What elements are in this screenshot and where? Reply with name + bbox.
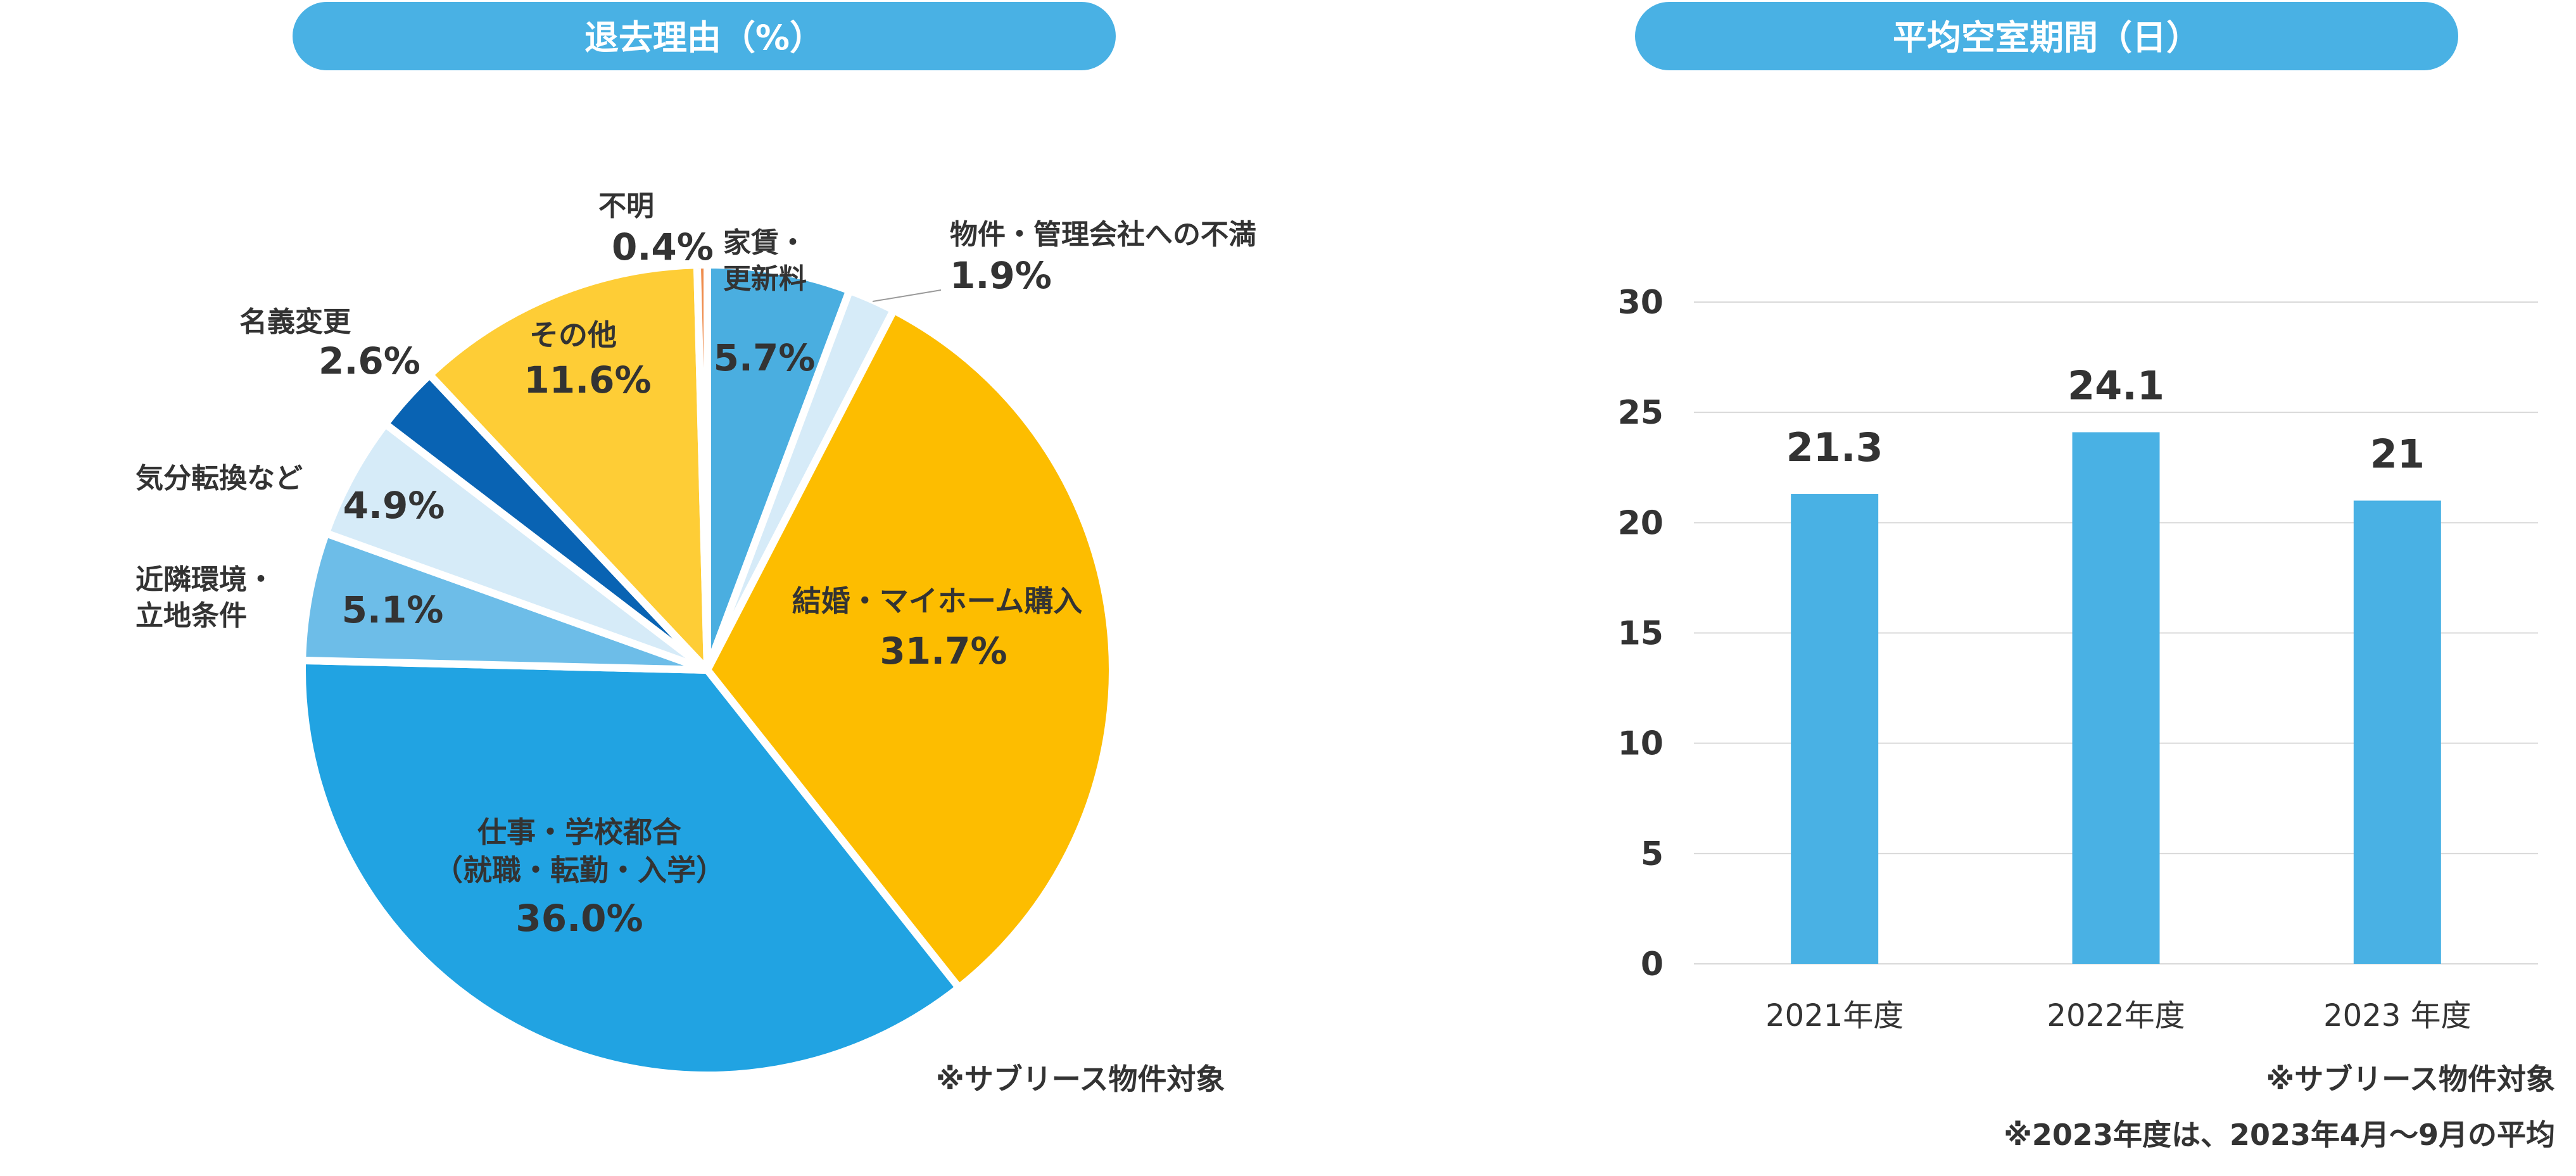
pie-slice-label: 結婚・マイホーム購入 xyxy=(792,584,1083,618)
bar-y-tick-label: 25 xyxy=(1618,394,1664,432)
bar-y-tick-label: 30 xyxy=(1618,284,1664,322)
pie-slice xyxy=(322,420,711,674)
bar-y-tick-label: 5 xyxy=(1641,835,1664,873)
bar-mark xyxy=(1791,494,1879,964)
bar-data-label: 24.1 xyxy=(2068,363,2164,409)
pie-slice-label: 近隣環境・立地条件 xyxy=(136,564,275,632)
bar-y-tick-label: 20 xyxy=(1618,504,1664,542)
pie-title-banner xyxy=(293,2,1116,70)
pie-value-label: 4.9% xyxy=(343,484,445,527)
pie-slice-label: その他 xyxy=(529,318,617,352)
pie-slice-label: 家賃・更新料 xyxy=(723,227,807,295)
pie-value-label: 36.0% xyxy=(515,897,643,940)
pie-slice-label: 気分転換など xyxy=(136,462,303,495)
bar-category-label: 2023 年度 xyxy=(2323,998,2471,1034)
bar-mark xyxy=(2353,500,2441,964)
pie-value-label: 31.7% xyxy=(880,629,1007,673)
pie-value-label: 0.4% xyxy=(612,225,714,269)
pie-leader-line xyxy=(872,289,942,302)
pie-value-label: 1.9% xyxy=(950,254,1052,297)
bar-category-label: 2021年度 xyxy=(1765,998,1904,1034)
bar-y-tick-label: 0 xyxy=(1641,945,1664,983)
pie-value-label: 2.6% xyxy=(319,339,420,383)
pie-slice-label: 物件・管理会社への不満 xyxy=(950,218,1256,251)
bar-mark xyxy=(2072,432,2160,964)
pie-value-label: 5.1% xyxy=(342,588,444,631)
pie-note: ※サブリース物件対象 xyxy=(936,1062,1225,1096)
bar-title: 平均空室期間（日） xyxy=(1893,18,2200,58)
pie-slice xyxy=(704,306,1116,992)
pie-value-label: 5.7% xyxy=(714,336,816,379)
pie-value-label: 11.6% xyxy=(524,358,651,401)
pie-title: 退去理由（%） xyxy=(584,18,824,58)
pie-slice xyxy=(298,656,963,1079)
bar-data-label: 21 xyxy=(2370,431,2425,477)
bar-data-label: 21.3 xyxy=(1786,424,1883,471)
pie-slice-label: 仕事・学校都合（就職・転勤・入学） xyxy=(434,815,725,887)
pie-slice-label: 不明 xyxy=(598,190,654,222)
bar-category-label: 2022年度 xyxy=(2047,998,2185,1034)
pie-slice xyxy=(693,260,711,674)
pie-slice xyxy=(426,261,711,674)
bar-note-2: ※2023年度は、2023年4月～9月の平均 xyxy=(2004,1118,2555,1152)
bar-y-tick-label: 10 xyxy=(1618,725,1664,763)
bar-note-1: ※サブリース物件対象 xyxy=(2266,1062,2555,1096)
bar-chart: 平均空室期間（日） 0 5 10 15 20 25 30 21.3 24.1 21 2021年度… xyxy=(1618,2,2555,1152)
bar-title-banner xyxy=(1635,2,2458,70)
bar-y-tick-label: 15 xyxy=(1618,615,1664,653)
pie-slice-label: 名義変更 xyxy=(239,306,351,338)
